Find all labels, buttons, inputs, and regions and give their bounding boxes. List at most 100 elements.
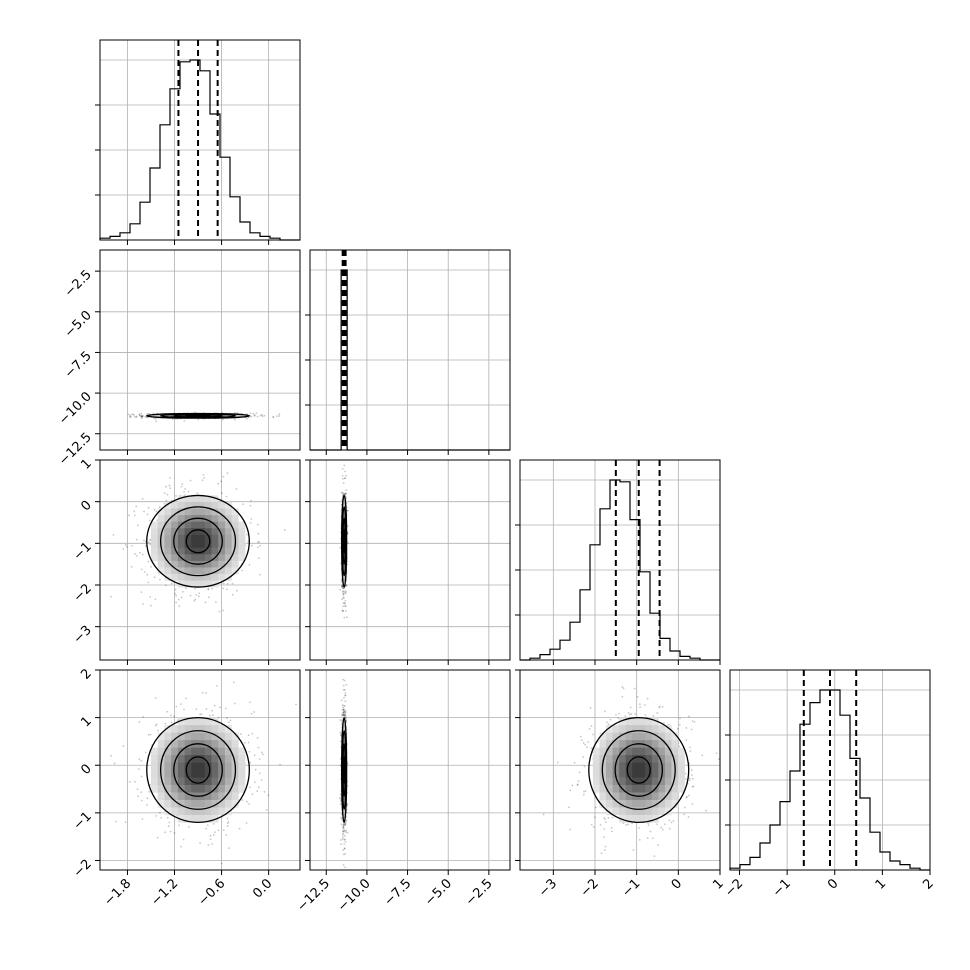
scatter-point (343, 847, 346, 850)
scatter-point (688, 777, 691, 780)
scatter-point (222, 609, 224, 612)
scatter-panel-1-3 (309, 669, 511, 871)
density-cell (211, 717, 219, 726)
scatter-point (143, 510, 145, 513)
scatter-point (272, 415, 275, 418)
panel-content (110, 472, 286, 613)
scatter-point (588, 728, 591, 730)
density-cell (191, 807, 199, 816)
scatter-point (247, 741, 250, 744)
scatter-point (181, 590, 184, 593)
density-cell (150, 521, 159, 529)
density-cell (343, 807, 344, 816)
scatter-point (243, 741, 246, 744)
scatter-point (173, 715, 175, 718)
density-cell (218, 784, 226, 793)
scatter-point (341, 704, 344, 706)
density-cell (164, 415, 172, 417)
histogram-param-0 (99, 59, 300, 241)
contour-line (341, 730, 347, 810)
scatter-point (134, 780, 136, 783)
scatter-point (340, 579, 343, 581)
contour-line (173, 517, 223, 565)
density-cell (218, 732, 226, 741)
scatter-point (142, 415, 145, 417)
scatter-point (133, 415, 136, 418)
scatter-point (644, 704, 646, 706)
scatter-point (180, 596, 183, 599)
scatter-point (147, 733, 150, 736)
scatter-point (225, 495, 228, 498)
scatter-point (173, 832, 176, 834)
density-cell (238, 547, 246, 555)
scatter-point (213, 704, 216, 707)
density-cell (344, 807, 345, 816)
density-cell (343, 580, 345, 588)
scatter-point (342, 713, 345, 716)
scatter-point (175, 601, 178, 604)
scatter-point (342, 482, 345, 485)
density-cell (184, 560, 192, 568)
scatter-point (185, 587, 187, 590)
scatter-point (149, 595, 152, 598)
scatter-point (169, 476, 171, 479)
scatter-point (342, 706, 344, 709)
scatter-point (279, 763, 281, 766)
scatter-point (345, 616, 348, 619)
density-cell (224, 725, 232, 733)
scatter-point (657, 844, 659, 846)
density-cell (157, 777, 165, 786)
density-cell (150, 762, 159, 771)
grid-lines (520, 460, 721, 660)
density-cell (231, 515, 239, 522)
density-cell (171, 547, 179, 555)
scatter-point (580, 739, 583, 742)
density-cell (218, 515, 226, 522)
scatter-point (586, 746, 588, 748)
scatter-point (342, 708, 345, 711)
scatter-point (693, 721, 696, 723)
scatter-point (129, 414, 131, 417)
scatter-point (691, 774, 693, 776)
scatter-point (343, 587, 345, 590)
scatter-point (217, 482, 220, 485)
scatter-point (295, 703, 297, 706)
scatter-point (656, 823, 658, 826)
density-cell (157, 521, 165, 529)
scatter-point (169, 487, 171, 490)
scatter-point (342, 826, 345, 829)
scatter-point (342, 849, 344, 851)
panel-content (339, 464, 349, 619)
density-cell (204, 740, 212, 748)
scatter-point (174, 592, 177, 595)
scatter-point (124, 543, 127, 546)
scatter-point (684, 772, 687, 775)
scatter-point (568, 806, 570, 809)
scatter-point (262, 753, 264, 756)
scatter-point (133, 510, 136, 513)
scatter-point (251, 793, 254, 796)
x-tick-label: −12.5 (294, 876, 333, 915)
density-cell (191, 495, 199, 503)
scatter-point (342, 684, 345, 687)
y-tick-label: 1 (78, 714, 94, 730)
scatter-point (342, 713, 345, 716)
scatter-point (149, 733, 152, 736)
density-cell (177, 567, 185, 575)
scatter-point (344, 605, 346, 607)
density-cell (343, 521, 345, 529)
density-cell (343, 725, 345, 733)
scatter-point (338, 797, 341, 800)
scatter-point (247, 734, 250, 737)
density-cell (238, 762, 246, 771)
density-cell (204, 717, 212, 726)
density-cell (150, 554, 159, 562)
scatter-point (135, 505, 138, 508)
density-cell (224, 415, 232, 416)
x-tick-label: 1 (873, 876, 889, 892)
scatter-point (189, 479, 192, 482)
scatter-point (283, 529, 286, 531)
scatter-point (584, 743, 587, 746)
density-cell (343, 807, 345, 816)
x-tick-label: 0.0 (250, 876, 275, 901)
